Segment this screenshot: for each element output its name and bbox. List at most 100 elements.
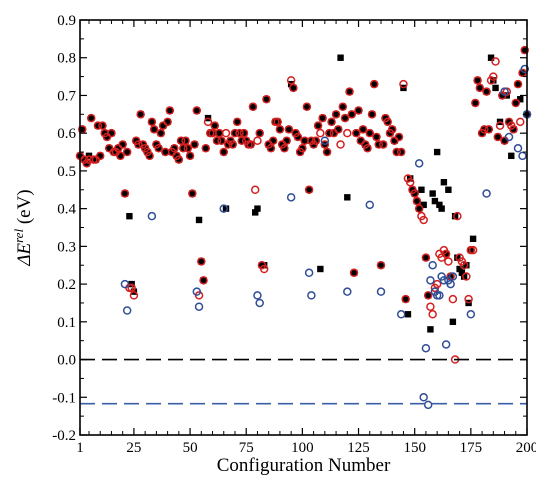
data-point-circle xyxy=(197,257,206,266)
data-point-circle xyxy=(423,400,433,410)
data-point-circle xyxy=(221,128,231,138)
data-point-square xyxy=(269,137,277,144)
data-point-circle xyxy=(520,45,530,55)
data-point-square xyxy=(303,103,311,110)
x-tick-label: 125 xyxy=(347,440,370,456)
data-point-square xyxy=(368,111,376,118)
data-point-square xyxy=(411,190,418,197)
data-point-circle xyxy=(275,125,285,134)
data-point-circle xyxy=(518,151,527,161)
data-point-circle xyxy=(320,140,330,149)
data-point-square xyxy=(478,129,486,137)
data-point-square xyxy=(447,273,454,280)
data-point-square xyxy=(123,148,131,156)
data-point-square xyxy=(467,246,475,254)
data-point-square xyxy=(409,186,416,193)
data-point-circle xyxy=(199,276,208,285)
data-point-square xyxy=(433,148,441,156)
data-point-circle xyxy=(237,136,246,145)
data-point-circle xyxy=(504,132,514,142)
data-point-circle xyxy=(203,117,213,127)
data-point-square xyxy=(319,114,326,122)
data-point-circle xyxy=(286,193,296,202)
data-point-circle xyxy=(219,147,229,157)
data-point-circle xyxy=(165,106,175,115)
data-point-circle xyxy=(466,310,476,319)
data-point-circle xyxy=(334,125,343,134)
data-point-circle xyxy=(462,272,471,281)
data-point-circle xyxy=(174,155,184,164)
data-point-circle xyxy=(116,151,125,161)
data-point-circle xyxy=(345,87,354,96)
x-tick-label: 100 xyxy=(291,440,314,456)
data-point-circle xyxy=(468,245,478,255)
data-point-circle xyxy=(273,117,282,127)
data-point-circle xyxy=(313,121,323,130)
data-point-circle xyxy=(444,257,453,266)
x-tick-label: 1 xyxy=(76,440,84,456)
data-point-square xyxy=(359,126,367,133)
data-point-circle xyxy=(363,144,372,153)
y-tick-label: 0.8 xyxy=(57,51,76,67)
x-tick-label: 150 xyxy=(403,440,426,456)
data-point-square xyxy=(225,141,232,148)
data-point-square xyxy=(189,190,196,197)
data-point-circle xyxy=(365,200,375,210)
data-point-circle xyxy=(376,287,386,296)
data-point-square xyxy=(234,118,241,126)
data-point-square xyxy=(278,141,286,148)
y-tick-label: -0.1 xyxy=(52,390,76,406)
data-point-square xyxy=(514,80,522,88)
data-point-circle xyxy=(367,110,377,119)
data-point-circle xyxy=(426,276,435,285)
data-point-square xyxy=(81,156,88,163)
data-point-circle xyxy=(284,125,294,134)
y-tick-label: -0.2 xyxy=(52,428,76,444)
x-tick-label: 175 xyxy=(460,440,483,456)
x-tick-label: 75 xyxy=(239,440,254,456)
data-point-square xyxy=(186,152,194,160)
data-point-square xyxy=(429,190,436,197)
data-point-circle xyxy=(493,132,503,142)
data-point-square xyxy=(346,88,353,95)
data-point-square xyxy=(332,111,340,118)
data-point-square xyxy=(220,148,227,156)
data-point-circle xyxy=(210,121,220,130)
data-point-square xyxy=(373,133,380,141)
data-point-circle xyxy=(304,268,314,278)
data-point-square xyxy=(418,186,425,193)
data-point-circle xyxy=(419,215,428,225)
data-point-circle xyxy=(230,128,240,138)
data-point-circle xyxy=(394,132,404,142)
data-point-circle xyxy=(513,144,523,153)
x-tick-label: 50 xyxy=(183,440,198,456)
data-point-square xyxy=(474,77,481,84)
data-point-circle xyxy=(219,204,229,213)
reference-lines xyxy=(80,358,527,405)
data-point-square xyxy=(88,114,95,122)
data-point-square xyxy=(323,148,331,156)
data-point-circle xyxy=(325,128,334,138)
data-point-square xyxy=(283,137,290,144)
data-point-circle xyxy=(399,79,408,89)
data-point-circle xyxy=(513,79,523,89)
data-point-square xyxy=(222,205,230,212)
data-point-circle xyxy=(170,144,179,153)
data-point-circle xyxy=(318,113,327,123)
data-point-square xyxy=(274,118,281,126)
data-point-circle xyxy=(192,106,202,115)
data-point-square xyxy=(285,126,293,133)
data-point-circle xyxy=(282,136,291,145)
data-point-square xyxy=(413,197,421,205)
data-point-square xyxy=(501,137,508,144)
data-point-square xyxy=(103,133,111,141)
axis-ticks xyxy=(79,19,528,436)
data-point-circle xyxy=(86,113,96,123)
data-point-square xyxy=(505,118,513,126)
data-point-square xyxy=(202,145,209,152)
y-tick-label: 0.6 xyxy=(57,126,76,142)
data-point-square xyxy=(362,141,369,148)
data-point-square xyxy=(357,137,364,144)
data-point-circle xyxy=(446,279,455,289)
data-point-square xyxy=(218,137,225,144)
